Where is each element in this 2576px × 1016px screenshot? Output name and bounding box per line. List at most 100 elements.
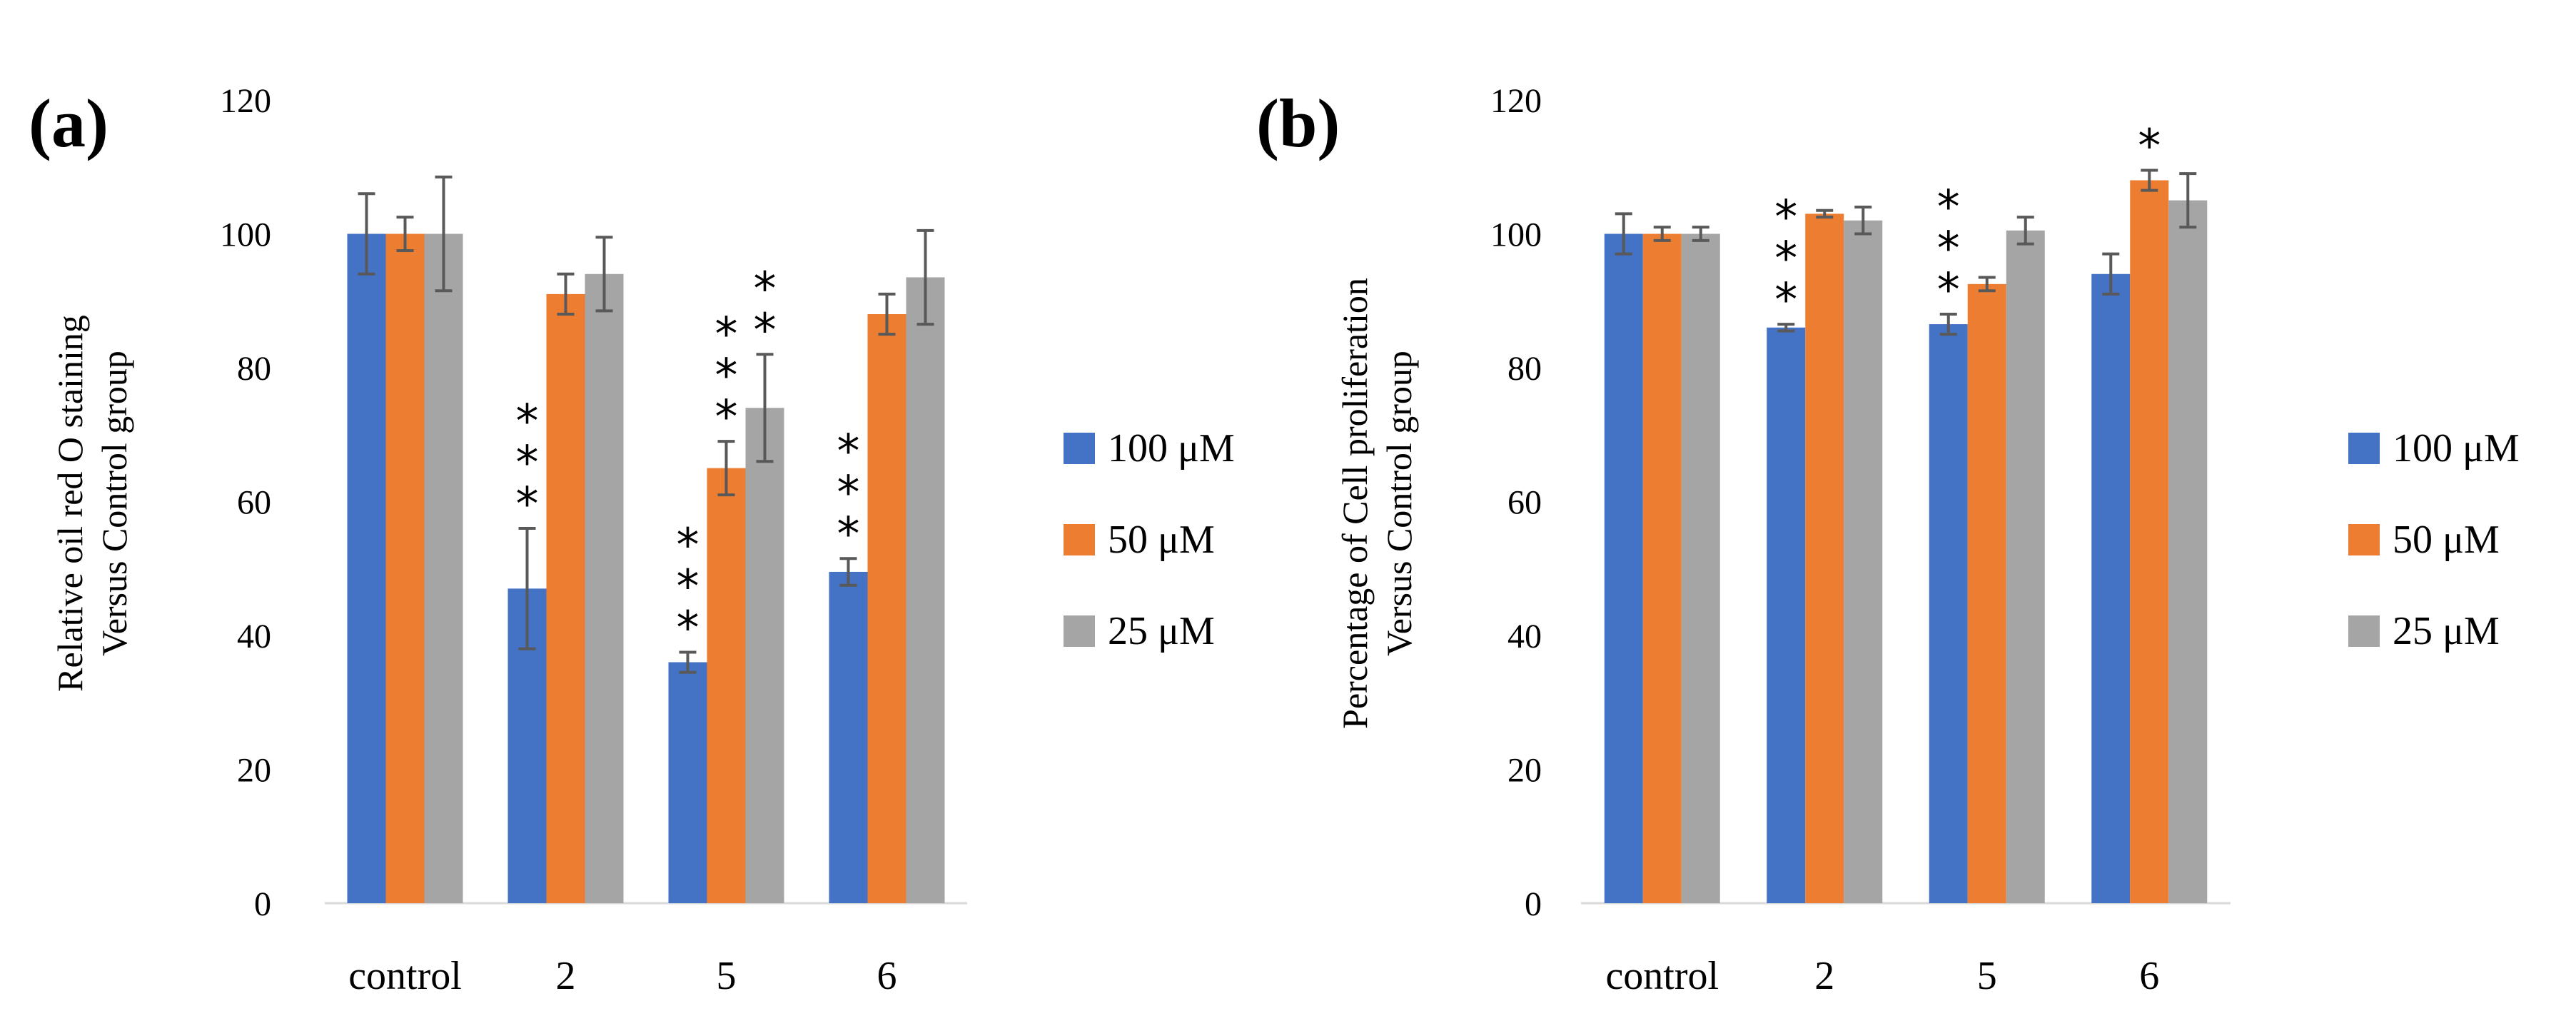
x-category-label-a: 6 [877,954,897,998]
chart-a: (a) Relative oil red O staining Versus Con… [29,82,1235,998]
error-bar-a-100-m-6 [839,557,857,587]
panel-label-a: (a) [29,85,108,161]
legend-label-a-100-m: 100 μM [1108,426,1235,471]
significance-stars-a-50-m-5: *** [715,308,738,444]
bar-a-50-m-2 [546,293,585,903]
significance-star: * [677,519,699,572]
y-axis-title-a: Relative oil red O staining Versus Contro… [50,315,134,692]
error-bar-a-25-m-control [435,175,453,293]
y-tick-label-b: 60 [1507,484,1542,522]
significance-star: * [1937,264,1960,317]
y-tick-label-a: 120 [220,82,271,120]
bar-a-100-m-control [347,233,386,903]
error-bar-a-100-m-5 [679,650,697,674]
x-category-label-a: control [348,954,462,998]
significance-star: * [837,508,860,561]
significance-star: * [516,478,539,531]
legend-label-a-50-m: 50 μM [1108,518,1215,562]
error-bar-b-25-m-2 [1854,206,1872,236]
bar-a-25-m-5 [745,408,784,903]
significance-star: * [1774,191,1797,244]
significance-stars-a-100-m-5: *** [677,519,699,655]
y-axis-title-line-a: Versus Control group [94,351,134,656]
significance-stars-a-25-m-5: ** [754,263,777,357]
legend-label-a-25-m: 25 μM [1108,609,1215,653]
error-bar-b-100-m-5 [1939,313,1957,336]
y-tick-label-a: 20 [237,752,271,790]
error-bar-b-100-m-control [1615,212,1632,256]
error-bar-a-25-m-2 [595,236,613,313]
bar-b-100-m-2 [1767,327,1806,903]
significance-stars-a-100-m-2: *** [516,396,539,531]
bar-b-25-m-control [1681,233,1720,903]
error-bar-a-50-m-2 [557,272,575,316]
significance-star: * [677,560,699,613]
y-axis-title-line-b: Versus Control group [1379,351,1419,656]
bar-a-100-m-5 [668,662,707,903]
y-tick-label-b: 120 [1490,82,1542,120]
bar-b-100-m-control [1604,233,1643,903]
bar-a-50-m-control [385,233,425,903]
y-tick-label-b: 80 [1507,350,1542,388]
significance-star: * [2138,120,2161,173]
bar-a-50-m-5 [707,468,746,903]
significance-star: * [837,426,860,478]
x-category-label-b: 5 [1977,954,1997,998]
bar-a-25-m-control [424,233,463,903]
legend-swatch-a-25-m [1064,615,1095,647]
y-axis-title-b: Percentage of Cell proliferation Versus C… [1335,278,1419,729]
y-tick-label-a: 80 [237,350,271,388]
y-tick-label-a: 40 [237,618,271,655]
significance-star: * [516,437,539,490]
significance-star: * [1937,181,1960,234]
bar-a-100-m-6 [829,571,868,903]
error-bar-a-25-m-6 [916,228,934,326]
error-bar-b-50-m-control [1653,226,1671,242]
significance-stars-b-50-m-6: * [2138,120,2161,173]
error-bar-a-50-m-5 [717,440,735,497]
error-bar-a-50-m-6 [878,292,896,336]
error-bar-b-100-m-6 [2102,252,2120,296]
error-bar-b-100-m-2 [1777,323,1795,333]
bar-b-50-m-6 [2130,180,2169,903]
bar-a-50-m-6 [867,314,906,903]
error-bar-a-25-m-5 [756,353,774,463]
significance-stars-b-100-m-2: *** [1774,191,1797,327]
significance-star: * [715,308,738,361]
error-bar-a-100-m-control [358,192,375,276]
y-axis-title-line-a: Relative oil red O staining [50,315,90,692]
bar-a-25-m-6 [906,277,945,903]
significance-stars-a-100-m-6: *** [837,426,860,561]
legend-swatch-b-50-m [2348,524,2380,555]
y-tick-label-b: 20 [1507,752,1542,790]
y-tick-label-b: 100 [1490,216,1542,254]
significance-star: * [1937,223,1960,276]
legend-label-b-50-m: 50 μM [2393,518,2500,562]
error-bar-a-100-m-2 [518,527,536,650]
bar-b-100-m-5 [1929,324,1968,903]
bar-b-50-m-control [1642,233,1682,903]
legend-swatch-b-100-m [2348,433,2380,464]
bar-b-50-m-5 [1967,283,2006,903]
legend-swatch-a-100-m [1064,433,1095,464]
chart-b: (b) Percentage of Cell proliferation Versu… [1256,82,2520,998]
panel-label-b: (b) [1256,85,1340,161]
significance-stars-b-100-m-5: *** [1937,181,1960,317]
error-bar-b-50-m-2 [1816,208,1834,219]
error-bar-b-50-m-5 [1978,276,1996,293]
x-category-label-b: control [1605,954,1719,998]
y-axis-title-line-b: Percentage of Cell proliferation [1335,278,1375,729]
significance-star: * [837,467,860,520]
error-bar-b-25-m-6 [2179,172,2197,229]
legend-label-b-100-m: 100 μM [2393,426,2520,471]
error-bar-b-25-m-5 [2016,216,2034,246]
y-tick-label-a: 0 [254,885,271,923]
legend-swatch-a-50-m [1064,524,1095,555]
significance-star: * [715,391,738,444]
significance-star: * [754,263,777,316]
error-bar-a-50-m-control [396,216,414,252]
y-tick-label-b: 0 [1525,885,1542,923]
x-category-label-b: 6 [2139,954,2159,998]
y-tick-label-a: 60 [237,484,271,522]
